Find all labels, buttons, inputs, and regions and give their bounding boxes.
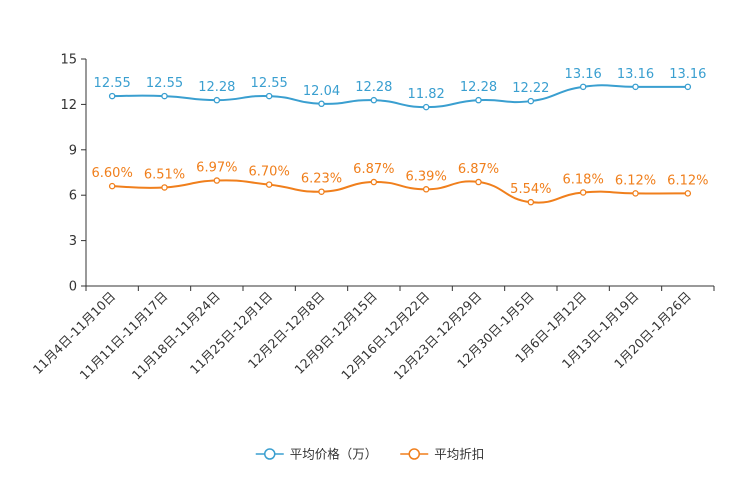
data-label: 6.87% — [458, 162, 499, 177]
data-label: 6.12% — [615, 173, 656, 188]
data-label: 12.04 — [303, 84, 340, 99]
data-point — [265, 181, 273, 188]
data-point — [475, 178, 482, 186]
data-label: 12.55 — [251, 76, 288, 91]
data-point — [475, 96, 482, 104]
legend-marker-icon — [264, 448, 276, 460]
data-label: 13.16 — [669, 67, 706, 82]
data-point — [318, 188, 325, 195]
data-point — [161, 184, 168, 191]
data-point — [213, 96, 221, 104]
data-point — [370, 96, 378, 104]
data-point — [265, 92, 273, 100]
data-label: 6.18% — [563, 172, 604, 187]
data-label: 12.28 — [198, 80, 235, 95]
data-label: 6.51% — [144, 167, 185, 182]
series-line-1 — [112, 179, 688, 204]
data-point — [579, 189, 587, 196]
data-label: 12.28 — [460, 80, 497, 95]
data-point — [684, 190, 692, 197]
legend-label: 平均价格（万） — [290, 447, 378, 462]
data-label: 6.87% — [353, 162, 394, 177]
y-tick-label: 15 — [60, 53, 77, 68]
data-point — [632, 190, 639, 197]
y-tick-label: 6 — [69, 189, 77, 204]
series-line-0 — [112, 84, 688, 109]
data-label: 13.16 — [565, 67, 602, 82]
data-point — [579, 83, 587, 91]
y-tick-label: 0 — [69, 280, 77, 295]
data-point — [527, 97, 535, 105]
data-label: 6.39% — [406, 169, 447, 184]
y-tick-label: 3 — [69, 234, 77, 249]
data-label: 12.28 — [355, 80, 392, 95]
x-category-label: 11月11日-11月17日 — [76, 289, 170, 383]
data-point — [213, 177, 221, 184]
data-point — [161, 92, 168, 100]
data-point — [632, 83, 639, 91]
data-point — [108, 182, 116, 190]
data-label: 11.82 — [408, 87, 445, 102]
data-label: 12.55 — [146, 76, 183, 91]
data-point — [422, 103, 430, 111]
data-label: 6.70% — [249, 165, 290, 180]
data-point — [422, 186, 430, 193]
data-point — [370, 178, 378, 186]
data-label: 12.22 — [512, 81, 549, 96]
data-label: 12.55 — [94, 76, 131, 91]
data-label: 6.60% — [92, 166, 133, 181]
legend-item-1: 平均折扣 — [400, 447, 484, 462]
data-label: 5.54% — [510, 182, 551, 197]
data-point — [108, 92, 116, 100]
data-label: 6.23% — [301, 172, 342, 187]
data-label: 13.16 — [617, 67, 654, 82]
y-tick-label: 9 — [69, 143, 77, 158]
data-point — [318, 100, 325, 108]
data-point — [527, 198, 535, 206]
legend-item-0: 平均价格（万） — [255, 447, 378, 462]
legend-marker-icon — [408, 448, 420, 460]
data-point — [684, 83, 692, 91]
x-category-label: 12月23日-12月29日 — [390, 289, 484, 383]
y-tick-label: 12 — [60, 98, 77, 113]
x-category-label: 11月18日-11月24日 — [129, 289, 223, 383]
legend-label: 平均折扣 — [434, 447, 484, 462]
data-label: 6.97% — [196, 161, 237, 176]
data-label: 6.12% — [667, 173, 708, 188]
x-category-label: 12月16日-12月22日 — [338, 289, 432, 383]
